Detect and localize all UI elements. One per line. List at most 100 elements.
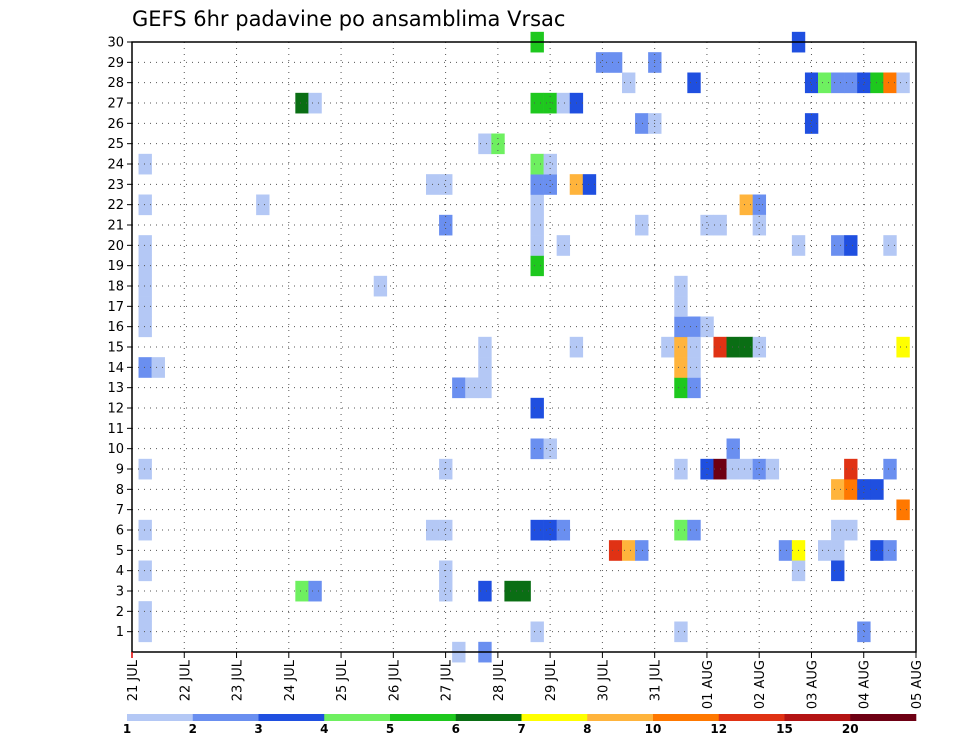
legend-label: 7	[517, 722, 525, 736]
heatmap-cell	[543, 519, 557, 541]
heatmap-cell	[530, 194, 544, 216]
heatmap-cell	[608, 52, 623, 73]
heatmap-cell	[308, 92, 322, 114]
heatmap-cell	[687, 519, 701, 541]
heatmap-cell	[674, 377, 688, 399]
heatmap-cell	[844, 72, 858, 94]
heatmap-cell	[530, 92, 544, 114]
heatmap-cell	[883, 72, 897, 94]
y-tick-label: 17	[107, 300, 124, 315]
heatmap-cell	[778, 540, 793, 561]
heatmap-cell	[844, 458, 858, 480]
heatmap-cell	[138, 519, 152, 541]
heatmap-cell	[674, 519, 688, 541]
heatmap-cell	[765, 458, 780, 480]
heatmap-cell	[543, 153, 557, 175]
heatmap-cell	[256, 194, 270, 216]
y-axis-ticks: 1234567891011121314151617181920212223242…	[107, 36, 132, 640]
heatmap-cell	[896, 499, 910, 521]
heatmap-cell	[635, 113, 649, 134]
heatmap-cell	[543, 438, 557, 460]
heatmap-cell	[478, 336, 492, 358]
heatmap-cell	[674, 336, 688, 358]
x-tick-label: 22 JUL	[178, 659, 193, 701]
heatmap-cell	[896, 72, 910, 94]
heatmap-cell	[674, 316, 688, 338]
x-tick-label: 23 JUL	[231, 659, 246, 701]
heatmap-cell	[530, 255, 544, 277]
y-tick-label: 28	[107, 76, 124, 91]
heatmap-cell	[844, 479, 858, 500]
legend-swatch	[455, 714, 522, 721]
heatmap-cell	[804, 113, 819, 134]
heatmap-cell	[700, 458, 714, 480]
heatmap-cell	[530, 397, 544, 419]
heatmap-cell	[857, 72, 871, 94]
y-tick-label: 26	[107, 117, 124, 132]
heatmap-cell	[543, 174, 557, 195]
heatmap-cell	[674, 296, 688, 317]
heatmap-cell	[556, 92, 571, 114]
legend-label: 6	[452, 722, 460, 736]
heatmap-cell	[674, 357, 688, 378]
x-tick-label: 30 JUL	[596, 659, 611, 701]
heatmap-cell	[138, 458, 152, 480]
legend-swatch	[258, 714, 325, 721]
y-tick-label: 25	[107, 137, 124, 152]
heatmap-cell	[478, 133, 492, 155]
heatmap-cell	[452, 377, 466, 399]
heatmap-cell	[138, 560, 152, 582]
y-tick-label: 2	[116, 605, 124, 620]
heatmap-cell	[439, 214, 453, 236]
heatmap-cell	[674, 621, 688, 643]
x-tick-label: 03 AUG	[805, 660, 820, 709]
heatmap-cell	[295, 580, 309, 602]
legend-swatch	[390, 714, 457, 721]
heatmap-cell	[530, 519, 544, 541]
heatmap-cell	[635, 214, 649, 236]
heatmap-cell	[582, 174, 597, 195]
heatmap-cell	[530, 214, 544, 236]
legend-swatch	[653, 714, 720, 721]
legend-swatch	[784, 714, 851, 721]
y-tick-label: 5	[116, 544, 124, 559]
y-tick-label: 6	[116, 524, 124, 539]
heatmap-cell	[478, 377, 492, 399]
legend-label: 15	[776, 722, 793, 736]
heatmap-cell	[635, 540, 649, 561]
x-tick-label: 26 JUL	[387, 659, 402, 701]
heatmap-cells	[138, 31, 910, 663]
heatmap-cell	[595, 52, 610, 73]
heatmap-cell	[726, 438, 740, 460]
heatmap-cell	[138, 316, 152, 338]
heatmap-cell	[530, 438, 544, 460]
x-axis-ticks: 21 JUL 22 JUL 23 JUL 24 JUL 25 JUL 26 JUL 27 J…	[126, 652, 925, 709]
legend-label: 20	[842, 722, 859, 736]
heatmap-cell	[687, 316, 701, 338]
heatmap-cell	[530, 235, 544, 256]
heatmap-cell	[726, 336, 740, 358]
x-tick-label: 24 JUL	[283, 659, 298, 701]
y-tick-label: 4	[116, 564, 124, 579]
heatmap-cell	[687, 336, 701, 358]
legend-swatch	[127, 714, 194, 721]
legend-label: 2	[189, 722, 197, 736]
heatmap-cell	[295, 92, 309, 114]
heatmap-cell	[857, 621, 871, 643]
heatmap-cell	[478, 580, 492, 602]
y-tick-label: 15	[107, 341, 124, 356]
x-tick-label: 05 AUG	[910, 660, 925, 709]
heatmap-cell	[608, 540, 623, 561]
heatmap-cell	[883, 235, 897, 256]
heatmap-cell	[831, 235, 845, 256]
y-tick-label: 24	[107, 158, 124, 173]
y-tick-label: 30	[107, 36, 124, 51]
x-tick-label: 27 JUL	[440, 659, 455, 701]
heatmap-cell	[622, 540, 636, 561]
heatmap-cell	[439, 580, 453, 602]
x-tick-label: 25 JUL	[335, 659, 350, 701]
y-tick-label: 12	[107, 402, 124, 417]
x-tick-label: 02 AUG	[753, 660, 768, 709]
y-tick-label: 1	[116, 625, 124, 640]
y-tick-label: 9	[116, 463, 124, 478]
